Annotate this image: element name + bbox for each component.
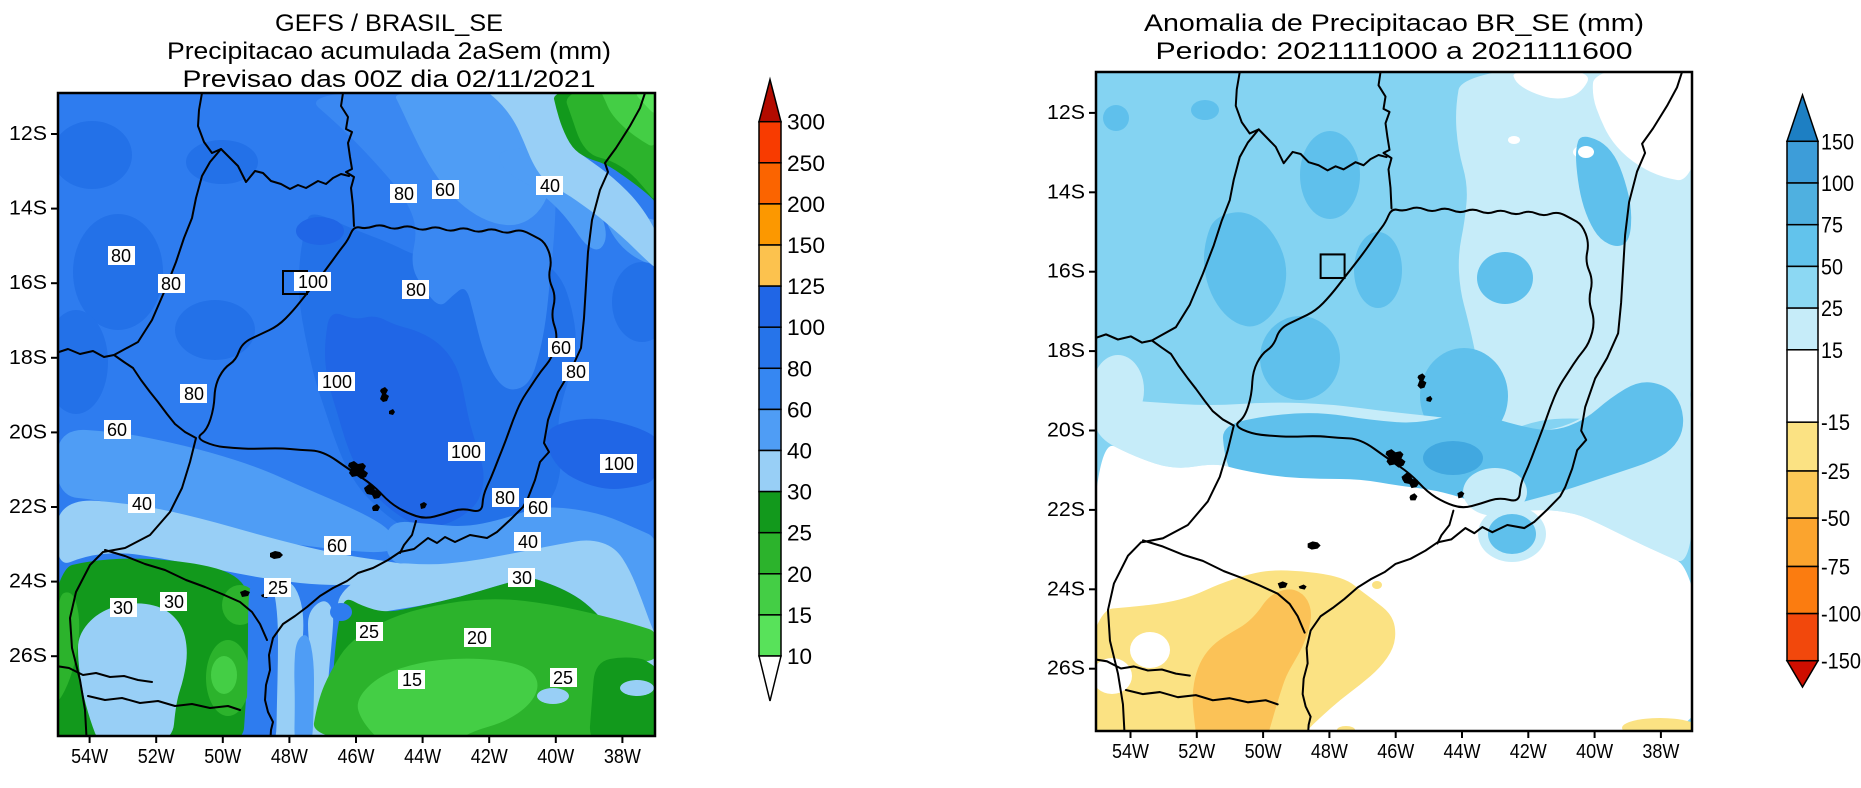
svg-text:42W: 42W: [471, 746, 508, 768]
svg-text:22S: 22S: [9, 496, 47, 518]
svg-text:80: 80: [161, 274, 181, 294]
svg-text:25: 25: [1821, 296, 1843, 321]
svg-text:40W: 40W: [537, 746, 574, 768]
svg-text:60: 60: [435, 180, 455, 200]
svg-text:10: 10: [787, 644, 812, 669]
svg-text:54W: 54W: [1112, 741, 1149, 763]
svg-text:40W: 40W: [1576, 741, 1613, 763]
svg-text:100: 100: [322, 372, 352, 392]
svg-text:20S: 20S: [1047, 420, 1085, 442]
svg-text:80: 80: [184, 384, 204, 404]
svg-text:44W: 44W: [1444, 741, 1481, 763]
svg-text:20: 20: [467, 628, 487, 648]
svg-text:25: 25: [359, 622, 379, 642]
svg-text:25: 25: [787, 521, 812, 546]
svg-text:60: 60: [551, 338, 571, 358]
svg-text:16S: 16S: [1047, 261, 1085, 283]
svg-text:52W: 52W: [1178, 741, 1215, 763]
svg-text:150: 150: [787, 233, 825, 258]
svg-text:125: 125: [787, 274, 825, 299]
svg-text:16S: 16S: [9, 272, 47, 294]
svg-text:200: 200: [787, 192, 825, 217]
svg-text:24S: 24S: [1047, 578, 1085, 600]
svg-text:30: 30: [787, 480, 812, 505]
svg-text:Precipitacao acumulada 2aSem (: Precipitacao acumulada 2aSem (mm): [167, 38, 611, 65]
svg-text:-75: -75: [1821, 555, 1850, 580]
svg-text:12S: 12S: [1047, 102, 1085, 124]
svg-text:80: 80: [406, 280, 426, 300]
svg-text:100: 100: [787, 315, 825, 340]
svg-text:80: 80: [787, 356, 812, 381]
svg-text:42W: 42W: [1510, 741, 1547, 763]
svg-text:46W: 46W: [338, 746, 375, 768]
svg-text:100: 100: [604, 454, 634, 474]
svg-text:38W: 38W: [604, 746, 641, 768]
svg-text:18S: 18S: [9, 347, 47, 369]
svg-text:Periodo: 2021111000 a 20211116: Periodo: 2021111000 a 2021111600: [1156, 38, 1633, 65]
svg-text:100: 100: [451, 442, 481, 462]
svg-text:20: 20: [787, 562, 812, 587]
svg-text:100: 100: [298, 272, 328, 292]
svg-text:15: 15: [1821, 338, 1843, 363]
svg-text:25: 25: [268, 578, 288, 598]
svg-text:-50: -50: [1821, 506, 1850, 531]
svg-text:250: 250: [787, 151, 825, 176]
svg-text:60: 60: [107, 420, 127, 440]
svg-text:75: 75: [1821, 213, 1843, 238]
svg-text:24S: 24S: [9, 571, 47, 593]
svg-text:40: 40: [540, 176, 560, 196]
svg-text:30: 30: [512, 568, 532, 588]
svg-text:80: 80: [495, 488, 515, 508]
svg-text:30: 30: [113, 598, 133, 618]
svg-text:26S: 26S: [9, 645, 47, 667]
svg-text:60: 60: [787, 397, 812, 422]
svg-text:80: 80: [394, 184, 414, 204]
svg-text:48W: 48W: [271, 746, 308, 768]
svg-text:30: 30: [164, 592, 184, 612]
svg-text:80: 80: [566, 362, 586, 382]
svg-text:-100: -100: [1821, 602, 1861, 627]
svg-text:Anomalia de Precipitacao BR_SE: Anomalia de Precipitacao BR_SE (mm): [1144, 10, 1644, 37]
svg-text:300: 300: [787, 110, 825, 135]
svg-text:25: 25: [553, 668, 573, 688]
svg-text:15: 15: [787, 603, 812, 628]
svg-text:40: 40: [787, 439, 812, 464]
svg-text:48W: 48W: [1311, 741, 1348, 763]
svg-text:-150: -150: [1821, 649, 1861, 674]
svg-text:18S: 18S: [1047, 340, 1085, 362]
svg-text:Previsao das 00Z dia 02/11/202: Previsao das 00Z dia 02/11/2021: [183, 66, 596, 93]
svg-text:52W: 52W: [138, 746, 175, 768]
svg-text:50: 50: [1821, 254, 1843, 279]
svg-text:60: 60: [528, 498, 548, 518]
svg-text:46W: 46W: [1377, 741, 1414, 763]
svg-text:54W: 54W: [71, 746, 108, 768]
svg-text:50W: 50W: [1245, 741, 1282, 763]
svg-text:40: 40: [132, 494, 152, 514]
svg-text:GEFS / BRASIL_SE: GEFS / BRASIL_SE: [275, 10, 503, 37]
svg-text:100: 100: [1821, 171, 1854, 196]
svg-text:14S: 14S: [1047, 181, 1085, 203]
svg-text:12S: 12S: [9, 123, 47, 145]
svg-text:20S: 20S: [9, 421, 47, 443]
svg-text:15: 15: [402, 670, 422, 690]
svg-text:150: 150: [1821, 129, 1854, 154]
svg-text:22S: 22S: [1047, 499, 1085, 521]
svg-text:26S: 26S: [1047, 658, 1085, 680]
svg-text:60: 60: [327, 536, 347, 556]
svg-text:-15: -15: [1821, 410, 1850, 435]
svg-text:80: 80: [111, 246, 131, 266]
svg-text:40: 40: [518, 532, 538, 552]
svg-text:14S: 14S: [9, 198, 47, 220]
svg-text:44W: 44W: [404, 746, 441, 768]
svg-text:38W: 38W: [1642, 741, 1679, 763]
svg-text:50W: 50W: [204, 746, 241, 768]
svg-text:-25: -25: [1821, 459, 1850, 484]
